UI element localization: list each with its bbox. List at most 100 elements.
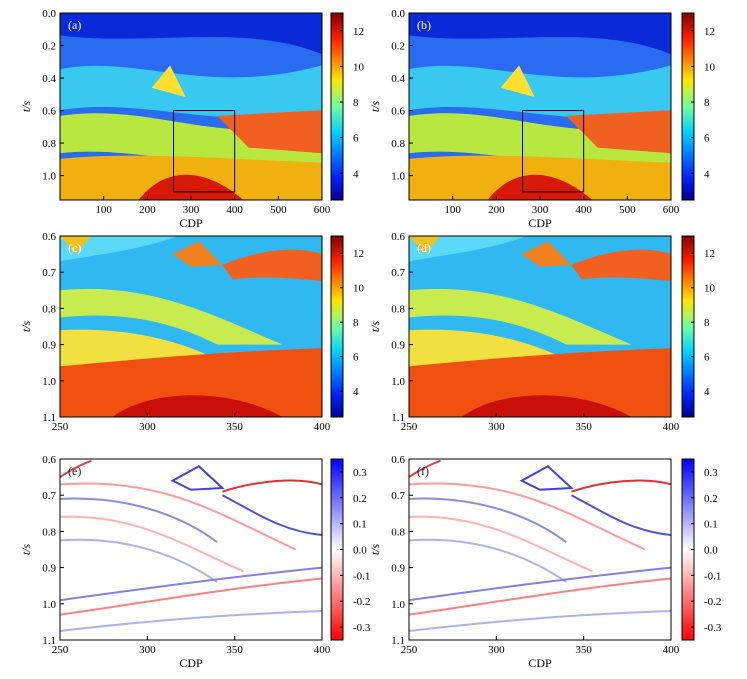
x-tick-label: 500: [270, 204, 287, 216]
y-tick-label: 0.7: [42, 267, 56, 279]
y-tick-label: 0.2: [391, 41, 405, 53]
colorbar-tick-label: 12: [704, 26, 715, 38]
colorbar-tick-label: 10: [353, 61, 365, 73]
colorbar-tick-label: -0.3: [353, 622, 371, 634]
x-tick-label: 250: [52, 421, 69, 433]
colorbar-tick-label: 8: [353, 317, 359, 329]
heatmap-image: [60, 236, 322, 417]
colorbar-tick-label: 10: [704, 61, 716, 73]
y-tick-label: 0.6: [391, 454, 405, 466]
y-tick-label: 0.4: [391, 73, 405, 85]
x-tick-label: 400: [575, 204, 592, 216]
colorbar-tick-label: 10: [704, 283, 716, 295]
x-axis-label: CDP: [179, 656, 203, 670]
x-tick-label: 100: [444, 204, 461, 216]
heatmap-image: [409, 236, 671, 417]
colorbar-tick-label: 0.0: [353, 545, 367, 557]
y-tick-label: 0.8: [391, 526, 405, 538]
y-tick-label: 0.9: [391, 563, 405, 575]
colorbar-tick-label: -0.1: [353, 570, 370, 582]
panel-4: 250 300 350 400 0.6 0.7 0.8 0.9 1.0 1.1 t/s (d) 4 6 8 1…: [368, 231, 716, 433]
colorbar: [330, 12, 344, 201]
y-tick-label: 0.9: [42, 340, 56, 352]
colorbar-tick-label: 0.0: [704, 545, 718, 557]
y-tick-label: 0.0: [391, 8, 405, 20]
y-tick-label: 1.0: [42, 171, 56, 183]
colorbar-tick-label: 0.1: [704, 519, 718, 531]
x-tick-label: 300: [139, 644, 156, 656]
heatmap-image: [59, 459, 323, 640]
y-tick-label: 0.7: [42, 490, 56, 502]
x-tick-label: 300: [488, 421, 505, 433]
heatmap-image: [409, 13, 671, 200]
y-axis-label: t/s: [368, 321, 382, 333]
plot-frame: [59, 235, 323, 418]
y-tick-label: 1.1: [42, 412, 56, 424]
x-tick-label: 350: [226, 421, 243, 433]
panel-label: (e): [68, 464, 81, 478]
y-tick-label: 1.0: [391, 599, 405, 611]
y-tick-label: 0.6: [391, 231, 405, 243]
colorbar-tick-label: 0.2: [353, 493, 367, 505]
colorbar-tick-label: 12: [353, 248, 364, 260]
colorbar-tick-label: 0.1: [353, 519, 367, 531]
x-tick-label: 200: [139, 204, 156, 216]
colorbar-tick-label: 6: [704, 352, 710, 364]
colorbar-tick-label: 4: [704, 168, 710, 180]
colorbar-tick-label: -0.2: [704, 596, 721, 608]
zoom-box: [173, 110, 236, 193]
x-tick-label: 400: [314, 644, 331, 656]
y-tick-label: 0.8: [391, 303, 405, 315]
y-tick-label: 0.6: [391, 106, 405, 118]
colorbar-tick-label: 0.2: [704, 493, 718, 505]
heatmap-image: [408, 459, 672, 640]
y-tick-label: 0.4: [42, 73, 56, 85]
colorbar-tick-label: 0.3: [353, 467, 367, 479]
y-tick-label: 1.1: [391, 412, 405, 424]
y-tick-label: 0.0: [42, 8, 56, 20]
y-tick-label: 0.2: [42, 41, 56, 53]
colorbar-tick-label: -0.3: [704, 622, 722, 634]
x-tick-label: 250: [401, 644, 418, 656]
x-tick-label: 300: [183, 204, 200, 216]
colorbar-tick-label: 12: [353, 26, 364, 38]
y-tick-label: 0.8: [42, 526, 56, 538]
y-tick-label: 0.9: [42, 563, 56, 575]
x-axis-label: CDP: [528, 656, 552, 670]
y-axis-label: t/s: [19, 544, 33, 556]
panel-label: (b): [417, 18, 431, 32]
colorbar-tick-label: 8: [704, 317, 710, 329]
colorbar-tick-label: 6: [353, 352, 359, 364]
y-tick-label: 0.7: [391, 490, 405, 502]
panel-3: 250 300 350 400 0.6 0.7 0.8 0.9 1.0 1.1 t/s (c) 4 6 8 1…: [19, 231, 365, 433]
colorbar-tick-label: -0.1: [704, 570, 721, 582]
panel-5: 250 300 350 400 0.6 0.7 0.8 0.9 1.0 1.1 CDP t/s (e) 0…: [19, 454, 371, 670]
panel-label: (a): [68, 18, 81, 32]
colorbar-tick-label: 12: [704, 248, 715, 260]
colorbar-tick-label: 10: [353, 283, 365, 295]
panel-2: 100 200 300 400 500 600 0.0 0.2 0.4 0.6 0.8 1.0 CDP t…: [368, 8, 716, 230]
y-tick-label: 1.0: [42, 376, 56, 388]
x-tick-label: 250: [52, 644, 69, 656]
x-tick-label: 350: [575, 421, 592, 433]
x-tick-label: 350: [575, 644, 592, 656]
colorbar-tick-label: -0.2: [353, 596, 370, 608]
y-tick-label: 0.6: [42, 454, 56, 466]
x-tick-label: 100: [95, 204, 112, 216]
y-tick-label: 0.7: [391, 267, 405, 279]
x-tick-label: 600: [314, 204, 331, 216]
y-tick-label: 0.8: [42, 303, 56, 315]
y-tick-label: 0.9: [391, 340, 405, 352]
colorbar-tick-label: 4: [704, 386, 710, 398]
x-tick-label: 250: [401, 421, 418, 433]
x-tick-label: 400: [314, 421, 331, 433]
colorbar-tick-label: 8: [353, 97, 359, 109]
y-tick-label: 0.6: [42, 231, 56, 243]
y-axis-label: t/s: [19, 101, 33, 113]
colorbar: [681, 12, 695, 201]
x-tick-label: 600: [663, 204, 680, 216]
x-axis-label: CDP: [179, 216, 203, 230]
y-axis-label: t/s: [368, 544, 382, 556]
colorbar-tick-label: 8: [704, 97, 710, 109]
